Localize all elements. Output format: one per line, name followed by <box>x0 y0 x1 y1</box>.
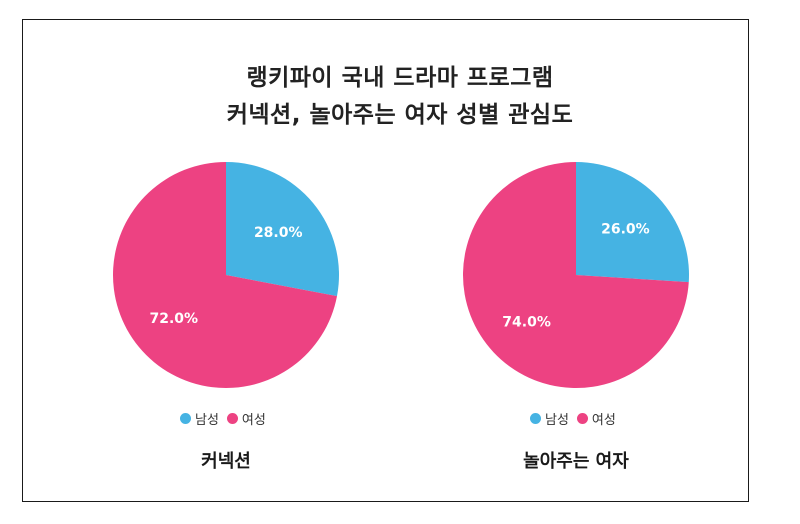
legend-dot-female <box>576 413 588 424</box>
pie-subtitle-playing-woman: 놀아주는 여자 <box>523 451 629 472</box>
chart-title-line2: 커넥션, 놀아주는 여자 성별 관심도 <box>226 102 574 128</box>
pie-data-label-male: 28.0% <box>254 225 303 241</box>
pie-data-label-female: 72.0% <box>149 311 198 327</box>
legend-label-male: 남성 <box>545 413 569 428</box>
legend-item-female: 여성 <box>576 409 616 428</box>
legend-label-female: 여성 <box>241 413 266 428</box>
legend-playing-woman: 남성 여성 <box>530 409 624 428</box>
pie-slice-female <box>112 162 337 388</box>
pie-chart-playing-woman: 26.0% 74.0% <box>463 162 689 388</box>
legend-dot-female <box>226 413 238 424</box>
legend-label-male: 남성 <box>195 413 219 428</box>
legend-item-female: 여성 <box>226 409 266 428</box>
legend-item-male: 남성 <box>180 409 219 428</box>
legend-label-female: 여성 <box>591 413 616 428</box>
legend-dot-male <box>180 413 191 424</box>
pie-chart-connection: 28.0% 72.0% <box>112 162 339 388</box>
pie-slice-male <box>576 162 689 283</box>
pie-data-label-male: 26.0% <box>601 222 650 238</box>
pie-slice-female <box>463 162 689 388</box>
pie-slice-male <box>226 162 339 297</box>
legend-dot-male <box>530 413 541 424</box>
pie-data-label-female: 74.0% <box>502 314 551 330</box>
pie-subtitle-connection: 커넥션 <box>201 451 251 472</box>
legend-item-male: 남성 <box>530 409 569 428</box>
chart-title-line1: 랭키파이 국내 드라마 프로그램 <box>246 65 554 91</box>
legend-connection: 남성 여성 <box>180 409 274 428</box>
